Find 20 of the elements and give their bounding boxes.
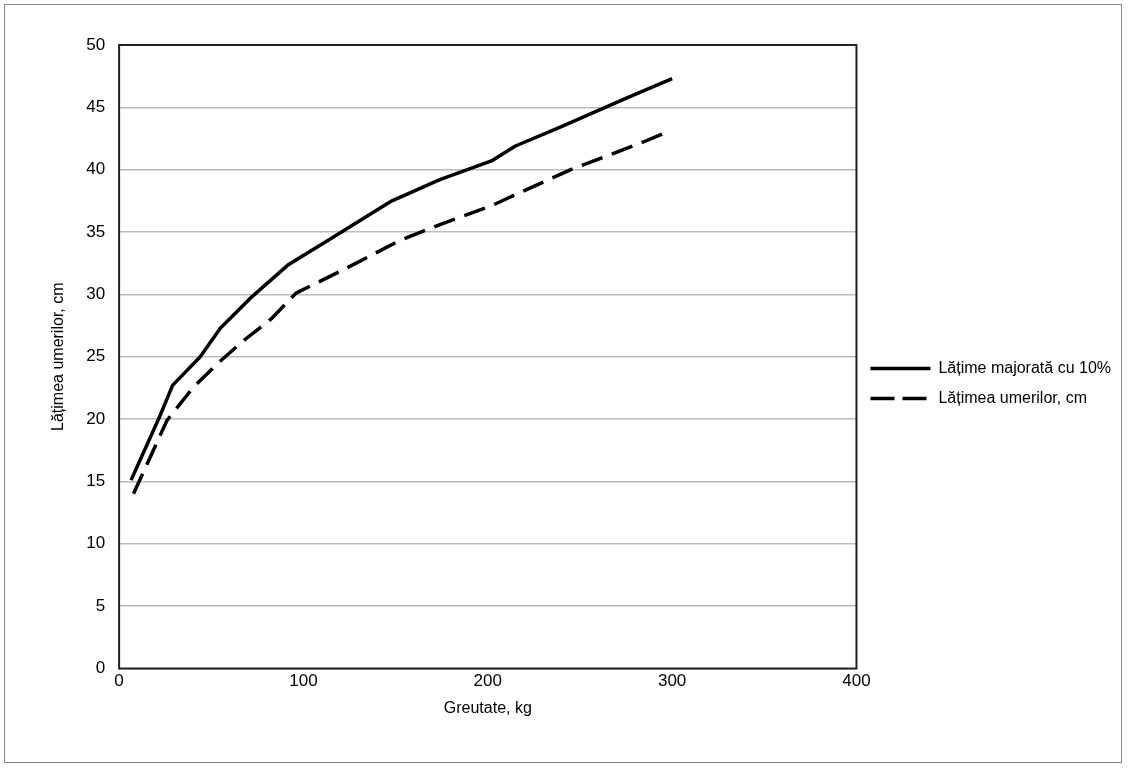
y-axis-title: Lățimea umerilor, cm bbox=[49, 282, 67, 431]
y-tick-label: 50 bbox=[86, 34, 106, 54]
y-tick-label: 45 bbox=[86, 97, 106, 117]
x-tick-label: 100 bbox=[289, 671, 318, 691]
y-tick-label: 5 bbox=[95, 595, 106, 615]
x-tick-label: 200 bbox=[473, 671, 502, 691]
y-tick-label: 0 bbox=[95, 658, 106, 678]
x-tick-label: 0 bbox=[114, 671, 124, 691]
y-tick-label: 15 bbox=[86, 471, 106, 491]
x-tick-label: 300 bbox=[657, 671, 687, 691]
legend-label: Lățimea umerilor, cm bbox=[938, 388, 1087, 406]
y-tick-label: 30 bbox=[86, 284, 106, 304]
y-tick-label: 10 bbox=[86, 533, 106, 553]
y-tick-label: 40 bbox=[86, 159, 106, 179]
y-tick-label: 20 bbox=[86, 408, 106, 428]
x-tick-label: 400 bbox=[842, 671, 871, 691]
y-tick-label: 35 bbox=[86, 221, 106, 241]
legend-label: Lățime majorată cu 10% bbox=[938, 358, 1111, 376]
y-tick-label: 25 bbox=[86, 346, 106, 366]
x-axis-title: Greutate, kg bbox=[443, 698, 532, 716]
